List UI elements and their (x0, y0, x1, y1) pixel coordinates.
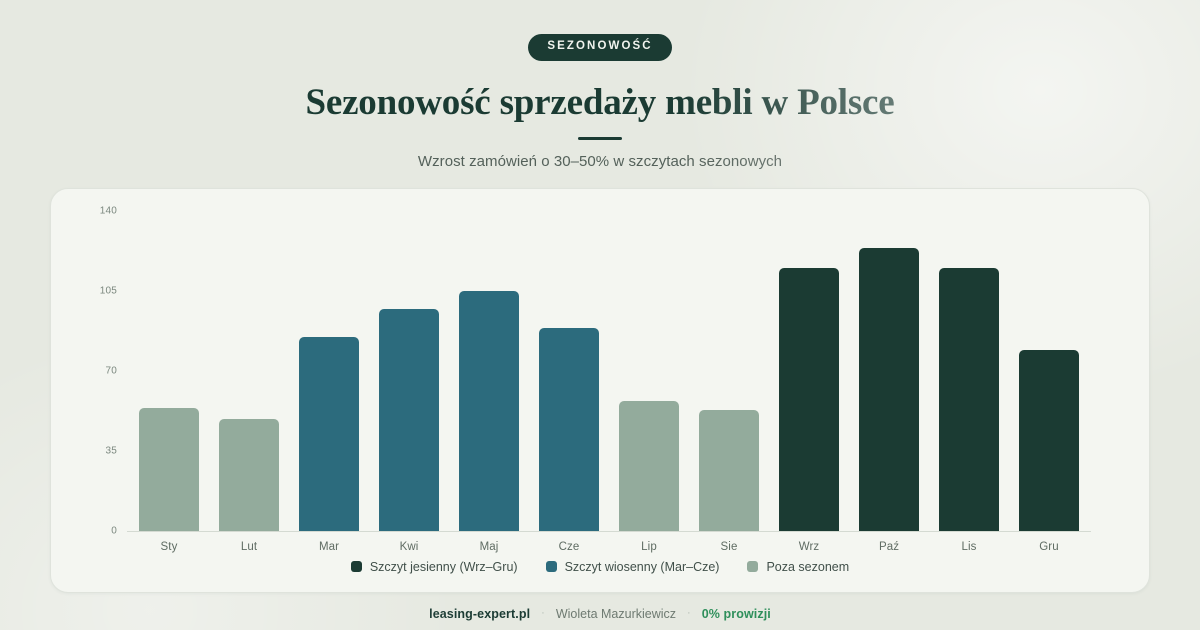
footer-author: Wioleta Mazurkiewicz (555, 606, 677, 621)
x-axis-tick-label: Mar (318, 540, 340, 553)
x-axis: Sty Lut Mar Kwi Maj Cze Lip Sie Wrz Paź Lis Gru (129, 541, 1089, 553)
y-axis-tick-label: 105 (99, 285, 117, 297)
bar-slot (449, 211, 529, 531)
x-axis-tick-label: Lut (240, 540, 258, 553)
bar-slot (769, 211, 849, 531)
bar-lip[interactable] (619, 400, 679, 531)
header: SEZONOWOŚĆ Sezonowość sprzedaży mebli w … (0, 0, 1200, 170)
bar-slot (369, 211, 449, 531)
bar-slot (529, 211, 609, 531)
footer: leasing-expert.pl · Wioleta Mazurkiewicz… (0, 607, 1200, 621)
legend-label: Poza sezonem (766, 559, 850, 574)
x-axis-tick-label: Cze (558, 540, 580, 553)
x-axis-tick-label: Sty (160, 540, 178, 553)
bar-sty[interactable] (139, 407, 199, 531)
bar-cze[interactable] (539, 327, 599, 531)
bar-slot (209, 211, 289, 531)
x-axis-tick-label: Lis (961, 540, 977, 553)
x-axis-tick-label: Maj (479, 540, 499, 553)
bar-sie[interactable] (699, 409, 759, 531)
bar-series (129, 211, 1089, 531)
legend-swatch-icon (350, 561, 362, 573)
x-axis-baseline (127, 530, 1091, 533)
footer-separator-1: · (541, 607, 545, 620)
bar-maj[interactable] (459, 290, 519, 531)
y-axis: 0 35 70 105 140 (51, 205, 117, 536)
y-axis-tick-label: 140 (99, 205, 117, 217)
bar-slot (689, 211, 769, 531)
x-axis-tick-label: Gru (1039, 540, 1059, 553)
y-axis-tick-label: 0 (111, 525, 117, 537)
chart-card: 0 35 70 105 140 Sty Lut Mar Kwi Maj Cze Lip Sie Wrz P… (50, 187, 1150, 593)
title-divider (578, 136, 622, 140)
legend-label: Szczyt wiosenny (Mar–Cze) (564, 559, 720, 574)
bar-slot (289, 211, 369, 531)
bar-slot (609, 211, 689, 531)
x-axis-tick-label: Sie (720, 540, 738, 553)
x-axis-tick-label: Wrz (798, 540, 820, 553)
bar-mar[interactable] (299, 336, 359, 531)
legend-swatch-icon (747, 561, 759, 573)
y-axis-tick-label: 70 (105, 365, 117, 377)
legend-item-autumn-peak[interactable]: Szczyt jesienny (Wrz–Gru) (350, 559, 518, 574)
x-axis-tick-label: Kwi (399, 540, 419, 553)
bar-lut[interactable] (219, 418, 279, 531)
legend-swatch-icon (545, 561, 557, 573)
bar-gru[interactable] (1019, 350, 1079, 531)
bar-slot (929, 211, 1009, 531)
x-axis-tick-label: Paź (878, 540, 900, 553)
eyebrow-badge: SEZONOWOŚĆ (528, 34, 672, 61)
footer-separator-2: · (687, 607, 691, 620)
page-title: Sezonowość sprzedaży mebli w Polsce (305, 81, 895, 123)
bar-paź[interactable] (859, 247, 919, 531)
x-axis-tick-label: Lip (641, 540, 657, 553)
chart-legend: Szczyt jesienny (Wrz–Gru) Szczyt wiosenny… (51, 560, 1149, 574)
bar-slot (849, 211, 929, 531)
bar-wrz[interactable] (779, 268, 839, 531)
chart-plot-area: 0 35 70 105 140 Sty Lut Mar Kwi Maj Cze Lip Sie Wrz P… (51, 205, 1119, 553)
bar-lis[interactable] (939, 268, 999, 531)
page-subtitle: Wzrost zamówień o 30–50% w szczytach sez… (417, 152, 783, 170)
legend-item-spring-peak[interactable]: Szczyt wiosenny (Mar–Cze) (545, 559, 720, 574)
footer-brand[interactable]: leasing-expert.pl (429, 606, 531, 621)
footer-promo: 0% prowizji (701, 606, 771, 621)
y-axis-tick-label: 35 (105, 445, 117, 457)
legend-item-off-season[interactable]: Poza sezonem (747, 560, 849, 574)
bar-slot (129, 211, 209, 531)
bar-slot (1009, 211, 1089, 531)
legend-label: Szczyt jesienny (Wrz–Gru) (369, 559, 518, 574)
bar-kwi[interactable] (379, 309, 439, 531)
